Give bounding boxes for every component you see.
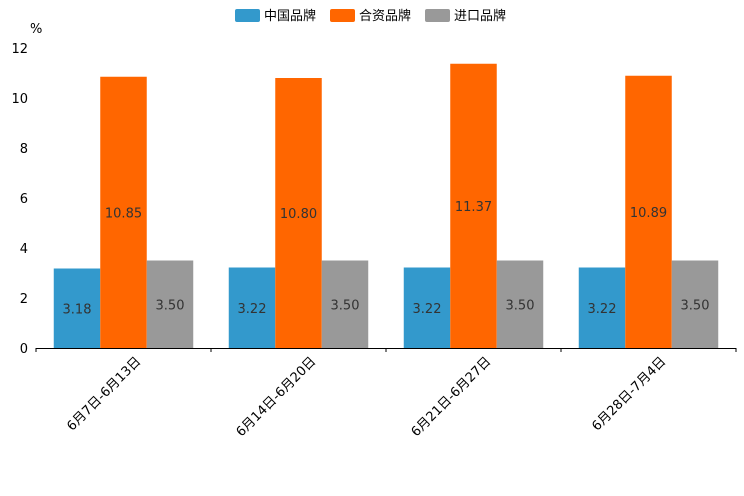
bar-value-label: 11.37 [455, 200, 492, 215]
legend-swatch [425, 9, 450, 22]
bar-2-4 [625, 75, 672, 348]
bar-3-1 [146, 260, 194, 348]
bar-value-label: 10.85 [105, 206, 142, 221]
y-axis: 0 2 4 6 8 10 12 [11, 42, 28, 357]
bar-value-label: 3.50 [506, 298, 535, 313]
bar-value-label: 3.50 [156, 298, 185, 313]
y-axis-unit-label: % [30, 22, 42, 37]
y-tick-label: 4 [20, 242, 28, 257]
legend-swatch [330, 9, 355, 22]
bar-2-1 [100, 76, 147, 348]
bar-1-2 [228, 267, 276, 348]
bar-3-4 [671, 260, 719, 348]
bar-2-2 [275, 78, 322, 348]
bar-2-3 [450, 63, 497, 348]
x-axis: 6月7日-6月13日 6月14日-6月20日 6月21日-6月27日 6月28日-7月… [35, 348, 737, 440]
x-category-label: 6月14日-6月20日 [234, 354, 320, 440]
x-category-label: 6月21日-6月27日 [409, 354, 495, 440]
bar-value-label: 3.22 [588, 302, 617, 317]
legend: 中国品牌 合资品牌 进口品牌 [235, 8, 506, 24]
bar-value-label: 3.50 [681, 298, 710, 313]
bars: 3.18 10.85 3.50 3.22 10.80 3.50 3.22 11.37 3.50 3… [53, 63, 719, 348]
bar-value-label: 10.80 [280, 207, 317, 222]
legend-label: 进口品牌 [454, 8, 506, 24]
bar-value-label: 3.22 [238, 302, 267, 317]
y-tick-label: 8 [20, 142, 28, 157]
legend-label: 中国品牌 [264, 8, 316, 24]
bar-value-label: 10.89 [630, 206, 667, 221]
x-category-label: 6月7日-6月13日 [64, 354, 144, 434]
y-tick-label: 10 [11, 92, 28, 107]
y-tick-label: 2 [20, 292, 28, 307]
x-category-label: 6月28日-7月4日 [589, 354, 669, 434]
bar-1-4 [578, 267, 626, 348]
legend-label: 合资品牌 [359, 8, 411, 24]
y-tick-label: 0 [20, 342, 28, 357]
y-tick-label: 12 [11, 42, 28, 57]
bar-1-3 [403, 267, 451, 348]
bar-3-2 [321, 260, 369, 348]
legend-swatch [235, 9, 260, 22]
bar-value-label: 3.22 [413, 302, 442, 317]
bar-value-label: 3.50 [331, 298, 360, 313]
y-tick-label: 6 [20, 192, 28, 207]
bar-value-label: 3.18 [63, 302, 92, 317]
bar-3-3 [496, 260, 544, 348]
bar-1-1 [53, 268, 101, 348]
